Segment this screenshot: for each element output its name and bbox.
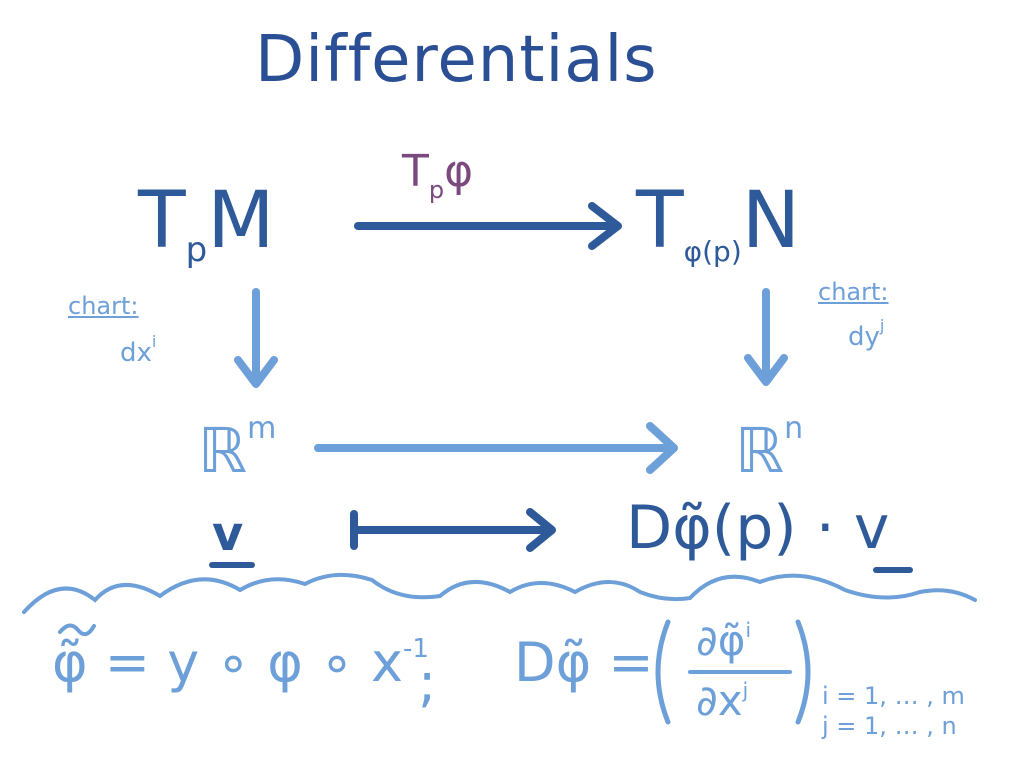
differential-applied: Dφ̃(p) · v	[626, 493, 890, 563]
vector-v: v	[212, 506, 244, 562]
right-chart-label: chart:	[818, 278, 889, 306]
node-tm-base: T	[138, 176, 186, 266]
node-rm-base: ℝ	[198, 414, 248, 487]
node-rm-sup: m	[247, 411, 277, 446]
node-rn-base: ℝ	[735, 414, 785, 487]
top-arrow	[354, 202, 622, 250]
numerator-sup: i	[745, 618, 751, 642]
node-tn-base: T	[636, 176, 684, 266]
top-arrow-label: Tpφ	[402, 150, 473, 203]
formula-phi-tilde: φ̃ = y ∘ φ ∘ x-1	[52, 636, 429, 690]
middle-arrow	[314, 422, 678, 474]
left-down-arrow	[234, 288, 278, 388]
right-chart-coord: dyj	[848, 318, 884, 352]
formula-left-body: φ̃ = y ∘ φ ∘ x	[52, 631, 403, 694]
index-j-range: j = 1, … , n	[822, 712, 957, 740]
node-rn-sup: n	[784, 411, 804, 446]
wavy-separator	[22, 572, 977, 614]
node-rn: ℝn	[735, 414, 803, 482]
denominator-body: ∂x	[696, 676, 743, 725]
right-down-arrow	[744, 288, 788, 386]
fraction-numerator: ∂φ̃i	[696, 620, 751, 662]
node-tn-sub: φ(p)	[683, 235, 742, 268]
left-coord-base: dx	[120, 338, 152, 368]
right-coord-sup: j	[879, 316, 885, 335]
index-i-range: i = 1, … , m	[822, 682, 965, 710]
denominator-sup: j	[742, 678, 749, 702]
left-chart-coord: dxi	[120, 334, 156, 368]
left-chart-label: chart:	[68, 292, 139, 320]
fraction-denominator: ∂xj	[696, 680, 748, 722]
tilde-left-phi	[58, 623, 96, 637]
numerator-body: ∂φ̃	[696, 616, 746, 665]
diagram-title: Differentials	[255, 23, 658, 97]
node-rm: ℝm	[198, 414, 276, 482]
arrow-label-after: φ	[444, 146, 474, 197]
right-coord-base: dy	[848, 322, 880, 352]
arrow-label-base: T	[402, 146, 429, 197]
formula-separator: ;	[418, 651, 437, 714]
paren-left	[655, 619, 671, 725]
node-tm-sub: p	[185, 230, 208, 270]
mapsto-arrow	[350, 508, 556, 552]
node-tm-after: M	[207, 176, 275, 266]
node-tn-after: N	[741, 176, 801, 266]
formula-left-sup: -1	[403, 634, 429, 664]
arrow-label-sub: p	[428, 176, 445, 204]
formula-d-phi-lhs: Dφ̃ =	[514, 631, 654, 694]
left-coord-sup: i	[151, 332, 157, 351]
paren-right	[795, 619, 811, 725]
node-tangent-space-n: Tφ(p)N	[636, 182, 800, 266]
node-tangent-space-m: TpM	[138, 182, 275, 267]
